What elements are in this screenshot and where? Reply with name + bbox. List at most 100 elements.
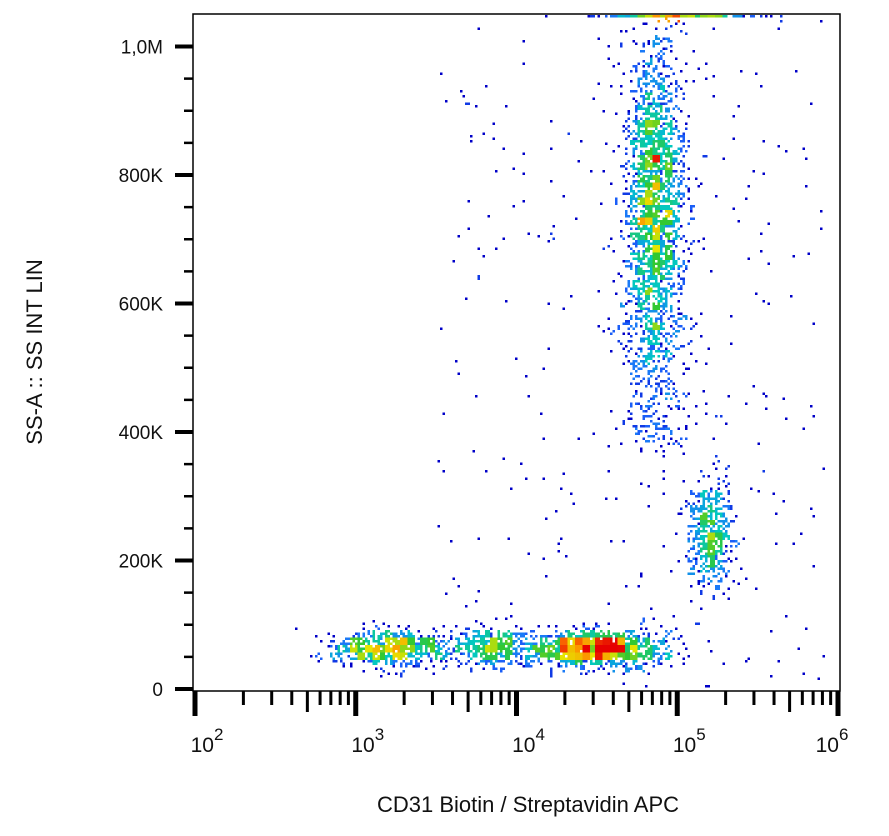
event-dot: [327, 645, 330, 648]
event-dot: [610, 540, 613, 543]
event-dot: [635, 167, 638, 170]
event-dot: [385, 657, 388, 660]
event-dot: [470, 135, 473, 138]
event-dot: [657, 652, 660, 655]
event-dot: [550, 635, 553, 638]
event-dot: [647, 175, 650, 178]
event-dot: [645, 365, 648, 368]
event-dot: [687, 572, 690, 575]
event-dot: [690, 525, 693, 528]
event-dot: [672, 202, 675, 205]
event-dot: [490, 652, 493, 655]
event-dot: [660, 322, 663, 325]
event-dot: [652, 112, 655, 115]
event-dot: [715, 495, 718, 498]
event-dot: [572, 662, 575, 665]
event-dot: [492, 640, 495, 643]
event-dot: [680, 512, 683, 515]
event-dot: [432, 645, 435, 648]
event-dot: [352, 635, 355, 638]
event-dot: [630, 132, 633, 135]
event-dot: [495, 655, 498, 658]
event-dot: [730, 315, 733, 318]
event-dot: [615, 497, 618, 500]
event-dot: [490, 645, 493, 648]
event-dot: [542, 557, 545, 560]
event-dot: [340, 642, 343, 645]
event-dot: [632, 192, 635, 195]
event-dot: [625, 192, 628, 195]
event-dot: [657, 290, 660, 293]
event-dot: [522, 172, 525, 175]
event-dot: [710, 15, 713, 18]
event-dot: [742, 537, 745, 540]
event-dot: [680, 445, 683, 448]
event-dot: [647, 295, 650, 298]
event-dot: [635, 90, 638, 93]
event-dot: [667, 272, 670, 275]
event-dot: [640, 270, 643, 273]
event-dot: [440, 72, 443, 75]
event-dot: [362, 622, 365, 625]
event-dot: [410, 662, 413, 665]
event-dot: [705, 515, 708, 518]
event-dot: [662, 85, 665, 88]
event-dot: [637, 202, 640, 205]
event-dot: [672, 157, 675, 160]
event-dot: [365, 637, 368, 640]
event-dot: [402, 650, 405, 653]
event-dot: [540, 640, 543, 643]
event-dot: [507, 650, 510, 653]
event-dot: [655, 55, 658, 58]
event-dot: [710, 540, 713, 543]
event-dot: [415, 650, 418, 653]
event-dot: [505, 650, 508, 653]
event-dot: [642, 437, 645, 440]
event-dot: [372, 630, 375, 633]
event-dot: [710, 545, 713, 548]
event-dot: [677, 205, 680, 208]
event-dot: [485, 645, 488, 648]
event-dot: [315, 635, 318, 638]
event-dot: [640, 350, 643, 353]
event-dot: [635, 270, 638, 273]
event-dot: [637, 162, 640, 165]
event-dot: [665, 305, 668, 308]
event-dot: [425, 647, 428, 650]
event-dot: [670, 655, 673, 658]
event-dot: [650, 340, 653, 343]
event-dot: [387, 672, 390, 675]
event-dot: [715, 512, 718, 515]
event-dot: [405, 645, 408, 648]
event-dot: [530, 630, 533, 633]
event-dot: [685, 555, 688, 558]
event-dot: [625, 215, 628, 218]
event-dot: [662, 77, 665, 80]
event-dot: [652, 220, 655, 223]
event-dot: [650, 242, 653, 245]
event-dot: [655, 255, 658, 258]
event-dot: [675, 127, 678, 130]
event-dot: [725, 575, 728, 578]
event-dot: [672, 332, 675, 335]
event-dot: [637, 667, 640, 670]
event-dot: [657, 72, 660, 75]
event-dot: [715, 517, 718, 520]
event-dot: [515, 652, 518, 655]
event-dot: [625, 187, 628, 190]
event-dot: [440, 652, 443, 655]
event-dot: [382, 622, 385, 625]
event-dot: [670, 115, 673, 118]
event-dot: [600, 665, 603, 668]
event-dot: [620, 635, 623, 638]
event-dot: [370, 645, 373, 648]
event-dot: [540, 412, 543, 415]
event-dot: [690, 15, 693, 18]
event-dot: [680, 345, 683, 348]
event-dot: [700, 555, 703, 558]
event-dot: [327, 632, 330, 635]
event-dot: [660, 107, 663, 110]
event-dot: [662, 145, 665, 148]
event-dot: [617, 635, 620, 638]
event-dot: [667, 200, 670, 203]
